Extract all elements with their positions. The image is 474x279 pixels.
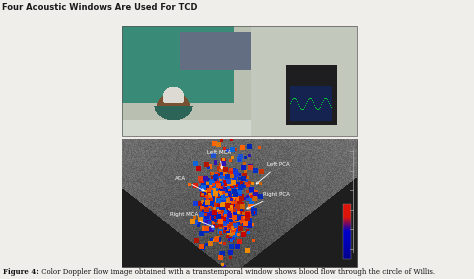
Text: Right PCA: Right PCA xyxy=(247,193,290,209)
Bar xyxy=(122,26,357,136)
Text: Color Doppler flow image obtained with a transtemporal window shows blood flow t: Color Doppler flow image obtained with a… xyxy=(39,268,435,276)
Text: Figure 4:: Figure 4: xyxy=(3,268,39,276)
Text: Left PCA: Left PCA xyxy=(256,162,290,184)
Bar xyxy=(122,139,357,267)
Bar xyxy=(343,204,351,259)
Text: ACA: ACA xyxy=(175,176,204,191)
Text: Right MCA: Right MCA xyxy=(170,212,214,227)
Text: Four Acoustic Windows Are Used For TCD: Four Acoustic Windows Are Used For TCD xyxy=(2,3,198,12)
Text: Left MCA: Left MCA xyxy=(208,150,231,169)
